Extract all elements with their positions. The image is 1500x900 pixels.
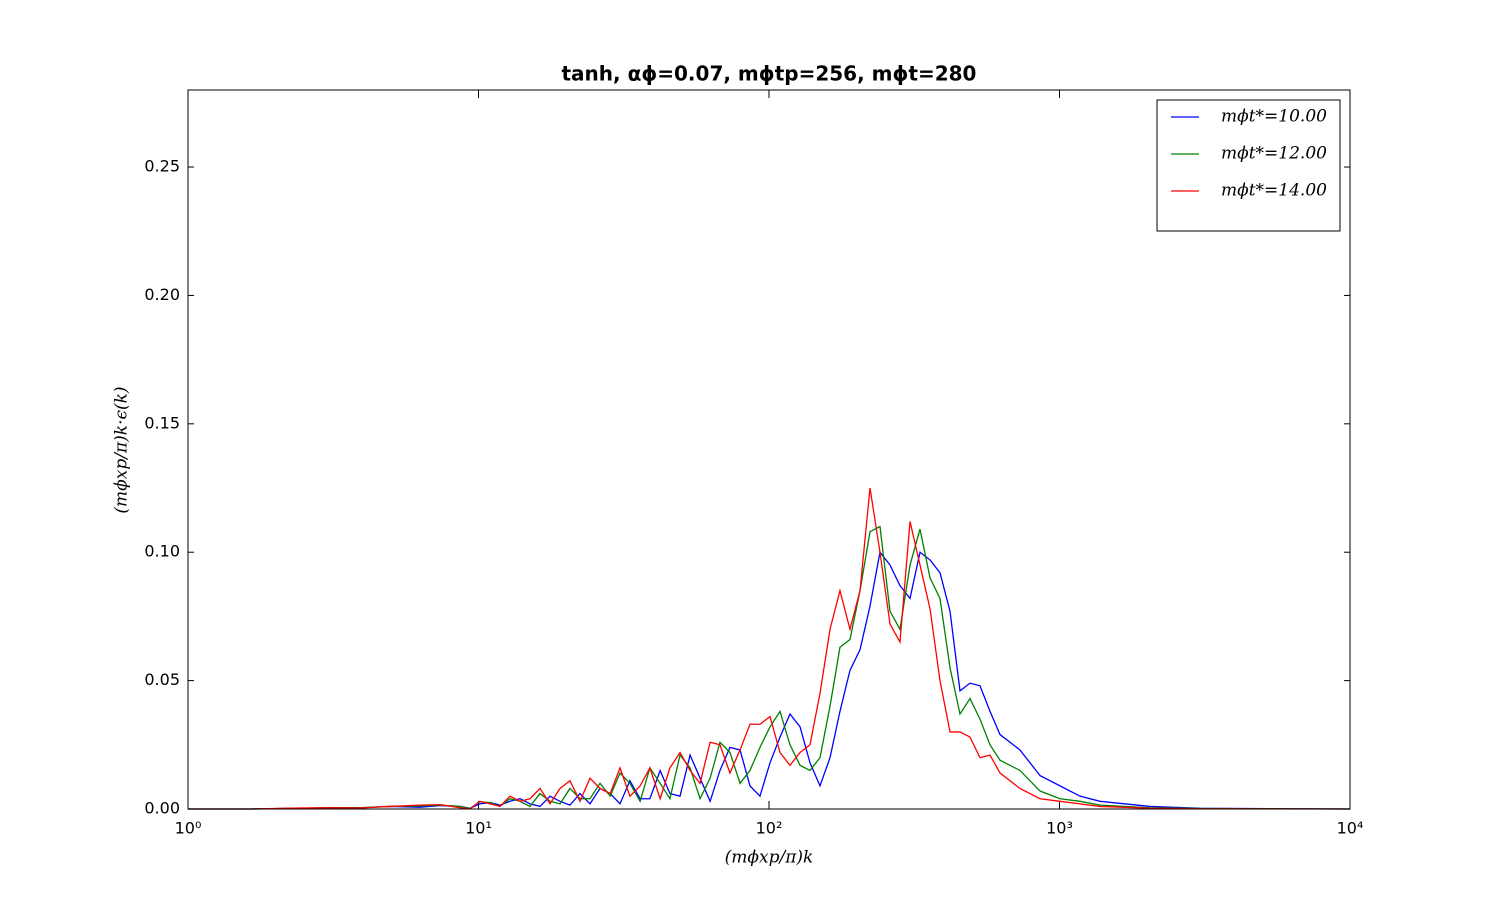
x-axis-label: (mϕxp/π)k	[725, 848, 814, 868]
x-tick-label: 10¹	[465, 819, 492, 838]
y-tick-label: 0.25	[144, 157, 180, 176]
y-tick-label: 0.15	[144, 413, 180, 432]
legend-label: mϕt*=12.00	[1221, 144, 1327, 164]
legend-label: mϕt*=10.00	[1221, 107, 1327, 127]
plot-frame	[187, 89, 1351, 810]
y-tick-label: 0.05	[144, 670, 180, 689]
x-tick-label: 10⁰	[175, 819, 202, 838]
x-tick-label: 10⁴	[1337, 819, 1364, 838]
x-tick-label: 10³	[1046, 819, 1073, 838]
x-tick-label: 10²	[756, 819, 783, 838]
y-tick-label: 0.20	[144, 285, 180, 304]
chart-title: tanh, αϕ=0.07, mϕtp=256, mϕt=280	[562, 62, 977, 86]
series-line	[188, 487, 1351, 810]
series-line	[188, 550, 1351, 810]
legend-box	[1156, 99, 1341, 232]
y-tick-label: 0.10	[144, 542, 180, 561]
y-tick-label: 0.00	[144, 799, 180, 818]
legend-label: mϕt*=14.00	[1221, 181, 1327, 201]
y-axis-label: (mϕxp/π)k·ϵ(k)	[112, 386, 132, 513]
